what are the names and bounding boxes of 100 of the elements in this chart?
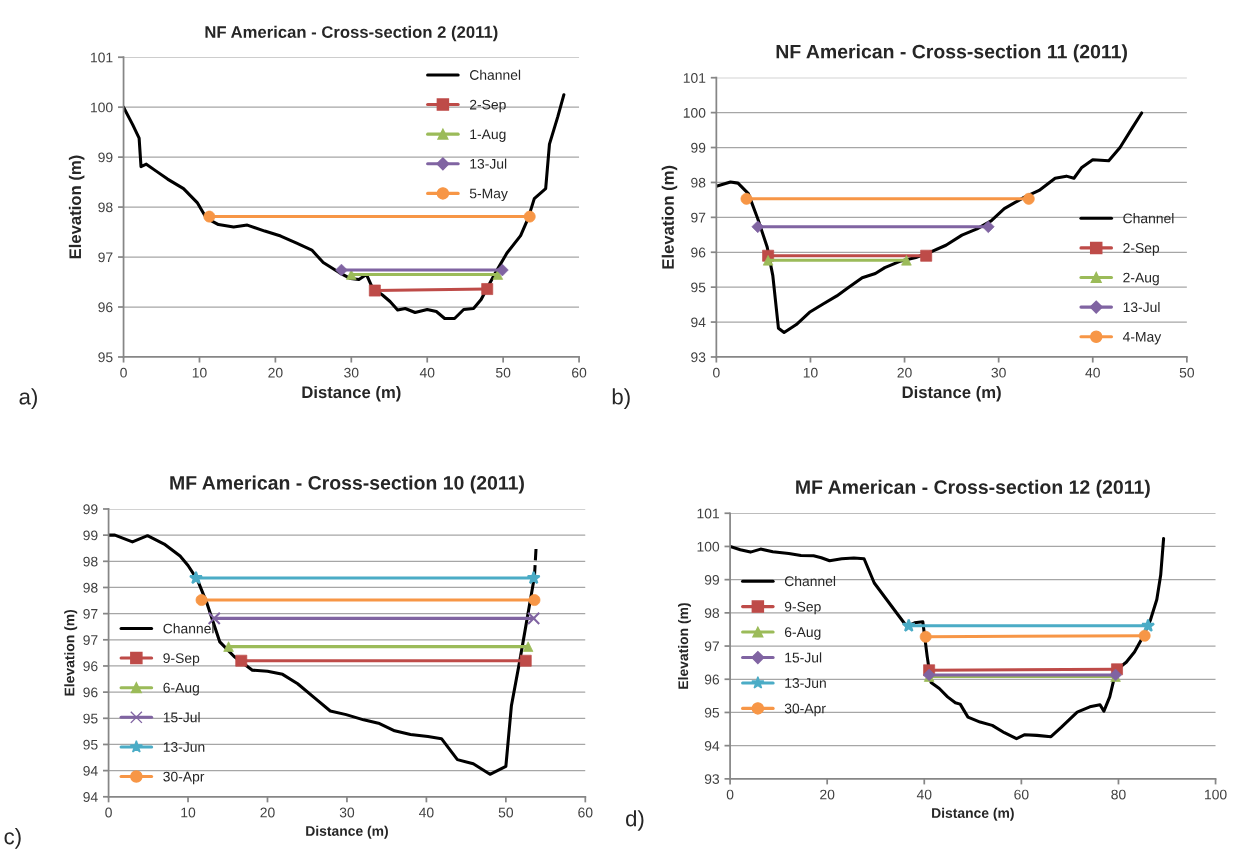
y-tick-label: 95 bbox=[83, 713, 98, 724]
y-tick-label: 101 bbox=[683, 73, 706, 83]
legend-label: 13-Jul bbox=[1123, 301, 1160, 313]
x-tick-label: 40 bbox=[916, 789, 932, 800]
y-tick-label: 94 bbox=[83, 792, 98, 802]
y-tick-label: 98 bbox=[83, 556, 98, 567]
x-tick-label: 30 bbox=[344, 367, 359, 378]
x-tick-label: 10 bbox=[803, 367, 818, 378]
legend-label: 1-Aug bbox=[470, 129, 506, 142]
y-tick-label: 95 bbox=[704, 707, 720, 718]
text: d) bbox=[626, 810, 644, 831]
legend-label: 13-Jun bbox=[163, 742, 205, 752]
x-tick-label: 0 bbox=[713, 367, 720, 378]
chart-title: MF American - Cross-section 10 (2011) bbox=[170, 475, 524, 494]
y-axis-title: Elevation (m) bbox=[677, 603, 691, 689]
line-series bbox=[123, 93, 566, 321]
point bbox=[207, 611, 221, 625]
legend-label: Channel bbox=[469, 69, 521, 80]
point bbox=[481, 283, 494, 295]
legend-label: 2-Sep bbox=[469, 99, 506, 113]
x-tick-label: 50 bbox=[498, 807, 514, 818]
legend-label: 2-Aug bbox=[1123, 272, 1159, 286]
y-tick-label: 98 bbox=[691, 177, 706, 188]
x-tick-label: 50 bbox=[495, 367, 511, 378]
x-tick-label: 10 bbox=[181, 807, 196, 818]
y-tick-label: 94 bbox=[691, 317, 706, 328]
y-axis-title: Elevation (m) bbox=[661, 165, 678, 269]
legend-label: 13-Jun bbox=[785, 678, 826, 688]
x-tick-label: 60 bbox=[1014, 789, 1029, 800]
y-tick-label: 93 bbox=[691, 352, 706, 363]
y-tick-label: 97 bbox=[704, 641, 719, 652]
x-tick-label: 60 bbox=[578, 807, 593, 818]
x-tick-label: 10 bbox=[192, 367, 207, 378]
x-axis-title: Distance (m) bbox=[306, 825, 388, 839]
y-tick-label: 99 bbox=[83, 504, 98, 515]
x-tick-label: 40 bbox=[419, 807, 434, 818]
x-tick-label: 20 bbox=[260, 807, 275, 818]
legend-label: 6-Aug bbox=[784, 627, 821, 640]
y-tick-label: 95 bbox=[691, 282, 706, 293]
y-tick-label: 94 bbox=[83, 765, 98, 776]
y-tick-label: 99 bbox=[691, 142, 706, 153]
legend-label: 30-Apr bbox=[784, 703, 826, 717]
y-tick-label: 96 bbox=[83, 661, 98, 672]
legend-label: 9-Sep bbox=[163, 653, 200, 666]
x-tick-label: 20 bbox=[820, 789, 835, 800]
y-tick-label: 101 bbox=[91, 52, 113, 63]
legend-label: 15-Jul bbox=[785, 652, 822, 663]
legend-label: Channel bbox=[1123, 213, 1174, 224]
legend-label: 4-May bbox=[1122, 332, 1162, 345]
x-tick-label: 20 bbox=[268, 367, 283, 378]
legend-label: 30-Apr bbox=[163, 771, 205, 785]
legend-label: Channel bbox=[163, 623, 214, 634]
legend-label: 9-Sep bbox=[784, 601, 821, 615]
y-tick-label: 100 bbox=[683, 107, 706, 118]
line-series bbox=[730, 536, 1166, 741]
legend-label: 15-Jul bbox=[163, 712, 200, 723]
chart-title: NF American - Cross-section 2 (2011) bbox=[205, 25, 498, 42]
y-tick-label: 95 bbox=[98, 352, 113, 363]
y-tick-label: 96 bbox=[83, 687, 98, 698]
x-tick-label: 50 bbox=[1179, 367, 1195, 378]
y-tick-label: 96 bbox=[98, 302, 113, 313]
y-tick-label: 97 bbox=[83, 635, 98, 645]
legend-label: 13-Jul bbox=[470, 158, 507, 169]
y-tick-label: 96 bbox=[704, 674, 720, 685]
y-tick-label: 99 bbox=[98, 152, 113, 163]
legend-label: Channel bbox=[784, 575, 836, 587]
text: b) bbox=[612, 388, 630, 409]
y-tick-label: 100 bbox=[91, 102, 113, 113]
chart-title: NF American - Cross-section 11 (2011) bbox=[776, 44, 1127, 63]
x-axis-title: Distance (m) bbox=[932, 807, 1014, 821]
legend-label: 2-Sep bbox=[1123, 243, 1160, 256]
y-tick-label: 97 bbox=[691, 212, 706, 223]
y-tick-label: 93 bbox=[704, 774, 720, 785]
chart-title: MF American - Cross-section 12 (2011) bbox=[796, 479, 1150, 498]
x-tick-label: 100 bbox=[1205, 789, 1227, 800]
y-tick-label: 96 bbox=[691, 247, 706, 258]
x-axis-title: Distance (m) bbox=[302, 385, 401, 402]
y-axis-title: Elevation (m) bbox=[64, 609, 78, 696]
point bbox=[527, 611, 541, 625]
point bbox=[188, 570, 203, 585]
y-tick-label: 98 bbox=[704, 608, 720, 619]
y-tick-label: 98 bbox=[98, 202, 113, 213]
legend-label: 5-May bbox=[469, 188, 508, 202]
x-tick-label: 30 bbox=[339, 807, 355, 818]
y-tick-label: 100 bbox=[697, 541, 720, 552]
x-tick-label: 40 bbox=[1085, 367, 1100, 378]
y-tick-label: 94 bbox=[704, 740, 720, 751]
x-tick-label: 30 bbox=[991, 367, 1006, 378]
point bbox=[901, 618, 916, 632]
y-tick-label: 97 bbox=[98, 252, 113, 263]
y-tick-label: 99 bbox=[704, 574, 720, 585]
text: c) bbox=[4, 828, 21, 849]
x-tick-label: 0 bbox=[120, 367, 127, 378]
x-tick-label: 20 bbox=[897, 367, 912, 378]
x-axis-title: Distance (m) bbox=[902, 385, 1001, 402]
y-axis-title: Elevation (m) bbox=[68, 155, 85, 259]
point bbox=[526, 570, 541, 585]
text: a) bbox=[19, 388, 37, 409]
y-tick-label: 101 bbox=[697, 508, 719, 519]
y-tick-label: 97 bbox=[83, 608, 98, 619]
